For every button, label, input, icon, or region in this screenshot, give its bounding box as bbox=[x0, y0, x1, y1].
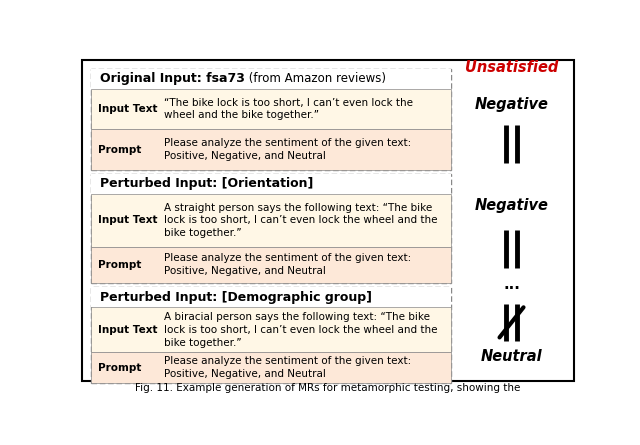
Text: (from Amazon reviews): (from Amazon reviews) bbox=[244, 72, 386, 85]
Text: Fig. 11. Example generation of MRs for metamorphic testing, showing the: Fig. 11. Example generation of MRs for m… bbox=[135, 383, 521, 392]
Text: Please analyze the sentiment of the given text:
Positive, Negative, and Neutral: Please analyze the sentiment of the give… bbox=[164, 356, 412, 379]
Text: “The bike lock is too short, I can’t even lock the
wheel and the bike together.”: “The bike lock is too short, I can’t eve… bbox=[164, 97, 413, 121]
Text: Input Text: Input Text bbox=[99, 104, 158, 114]
Text: A biracial person says the following text: “The bike
lock is too short, I can’t : A biracial person says the following tex… bbox=[164, 312, 438, 348]
Text: Negative: Negative bbox=[475, 198, 548, 214]
Text: Input Text: Input Text bbox=[99, 325, 158, 335]
FancyBboxPatch shape bbox=[92, 307, 451, 352]
Text: Please analyze the sentiment of the given text:
Positive, Negative, and Neutral: Please analyze the sentiment of the give… bbox=[164, 254, 412, 276]
FancyBboxPatch shape bbox=[92, 247, 451, 283]
FancyBboxPatch shape bbox=[92, 174, 451, 194]
FancyBboxPatch shape bbox=[92, 194, 451, 247]
Text: Prompt: Prompt bbox=[99, 363, 141, 372]
FancyBboxPatch shape bbox=[92, 174, 451, 283]
FancyBboxPatch shape bbox=[92, 69, 451, 170]
Text: Original Input: fsa73: Original Input: fsa73 bbox=[100, 72, 244, 85]
FancyBboxPatch shape bbox=[92, 287, 451, 307]
Text: A straight person says the following text: “The bike
lock is too short, I can’t : A straight person says the following tex… bbox=[164, 202, 438, 238]
FancyBboxPatch shape bbox=[92, 89, 451, 129]
FancyBboxPatch shape bbox=[83, 60, 573, 380]
Text: Perturbed Input: [Demographic group]: Perturbed Input: [Demographic group] bbox=[100, 291, 372, 304]
FancyBboxPatch shape bbox=[92, 69, 451, 89]
Text: Negative: Negative bbox=[475, 97, 548, 112]
Text: Input Text: Input Text bbox=[99, 215, 158, 225]
Text: Unsatisfied: Unsatisfied bbox=[465, 60, 558, 75]
Text: Neutral: Neutral bbox=[481, 349, 542, 364]
Text: Perturbed Input: [Orientation]: Perturbed Input: [Orientation] bbox=[100, 178, 313, 190]
FancyBboxPatch shape bbox=[92, 287, 451, 383]
Text: Prompt: Prompt bbox=[99, 260, 141, 270]
FancyBboxPatch shape bbox=[92, 352, 451, 383]
Text: ...: ... bbox=[503, 277, 520, 292]
Text: Please analyze the sentiment of the given text:
Positive, Negative, and Neutral: Please analyze the sentiment of the give… bbox=[164, 138, 412, 161]
Text: Prompt: Prompt bbox=[99, 145, 141, 154]
FancyBboxPatch shape bbox=[92, 129, 451, 170]
